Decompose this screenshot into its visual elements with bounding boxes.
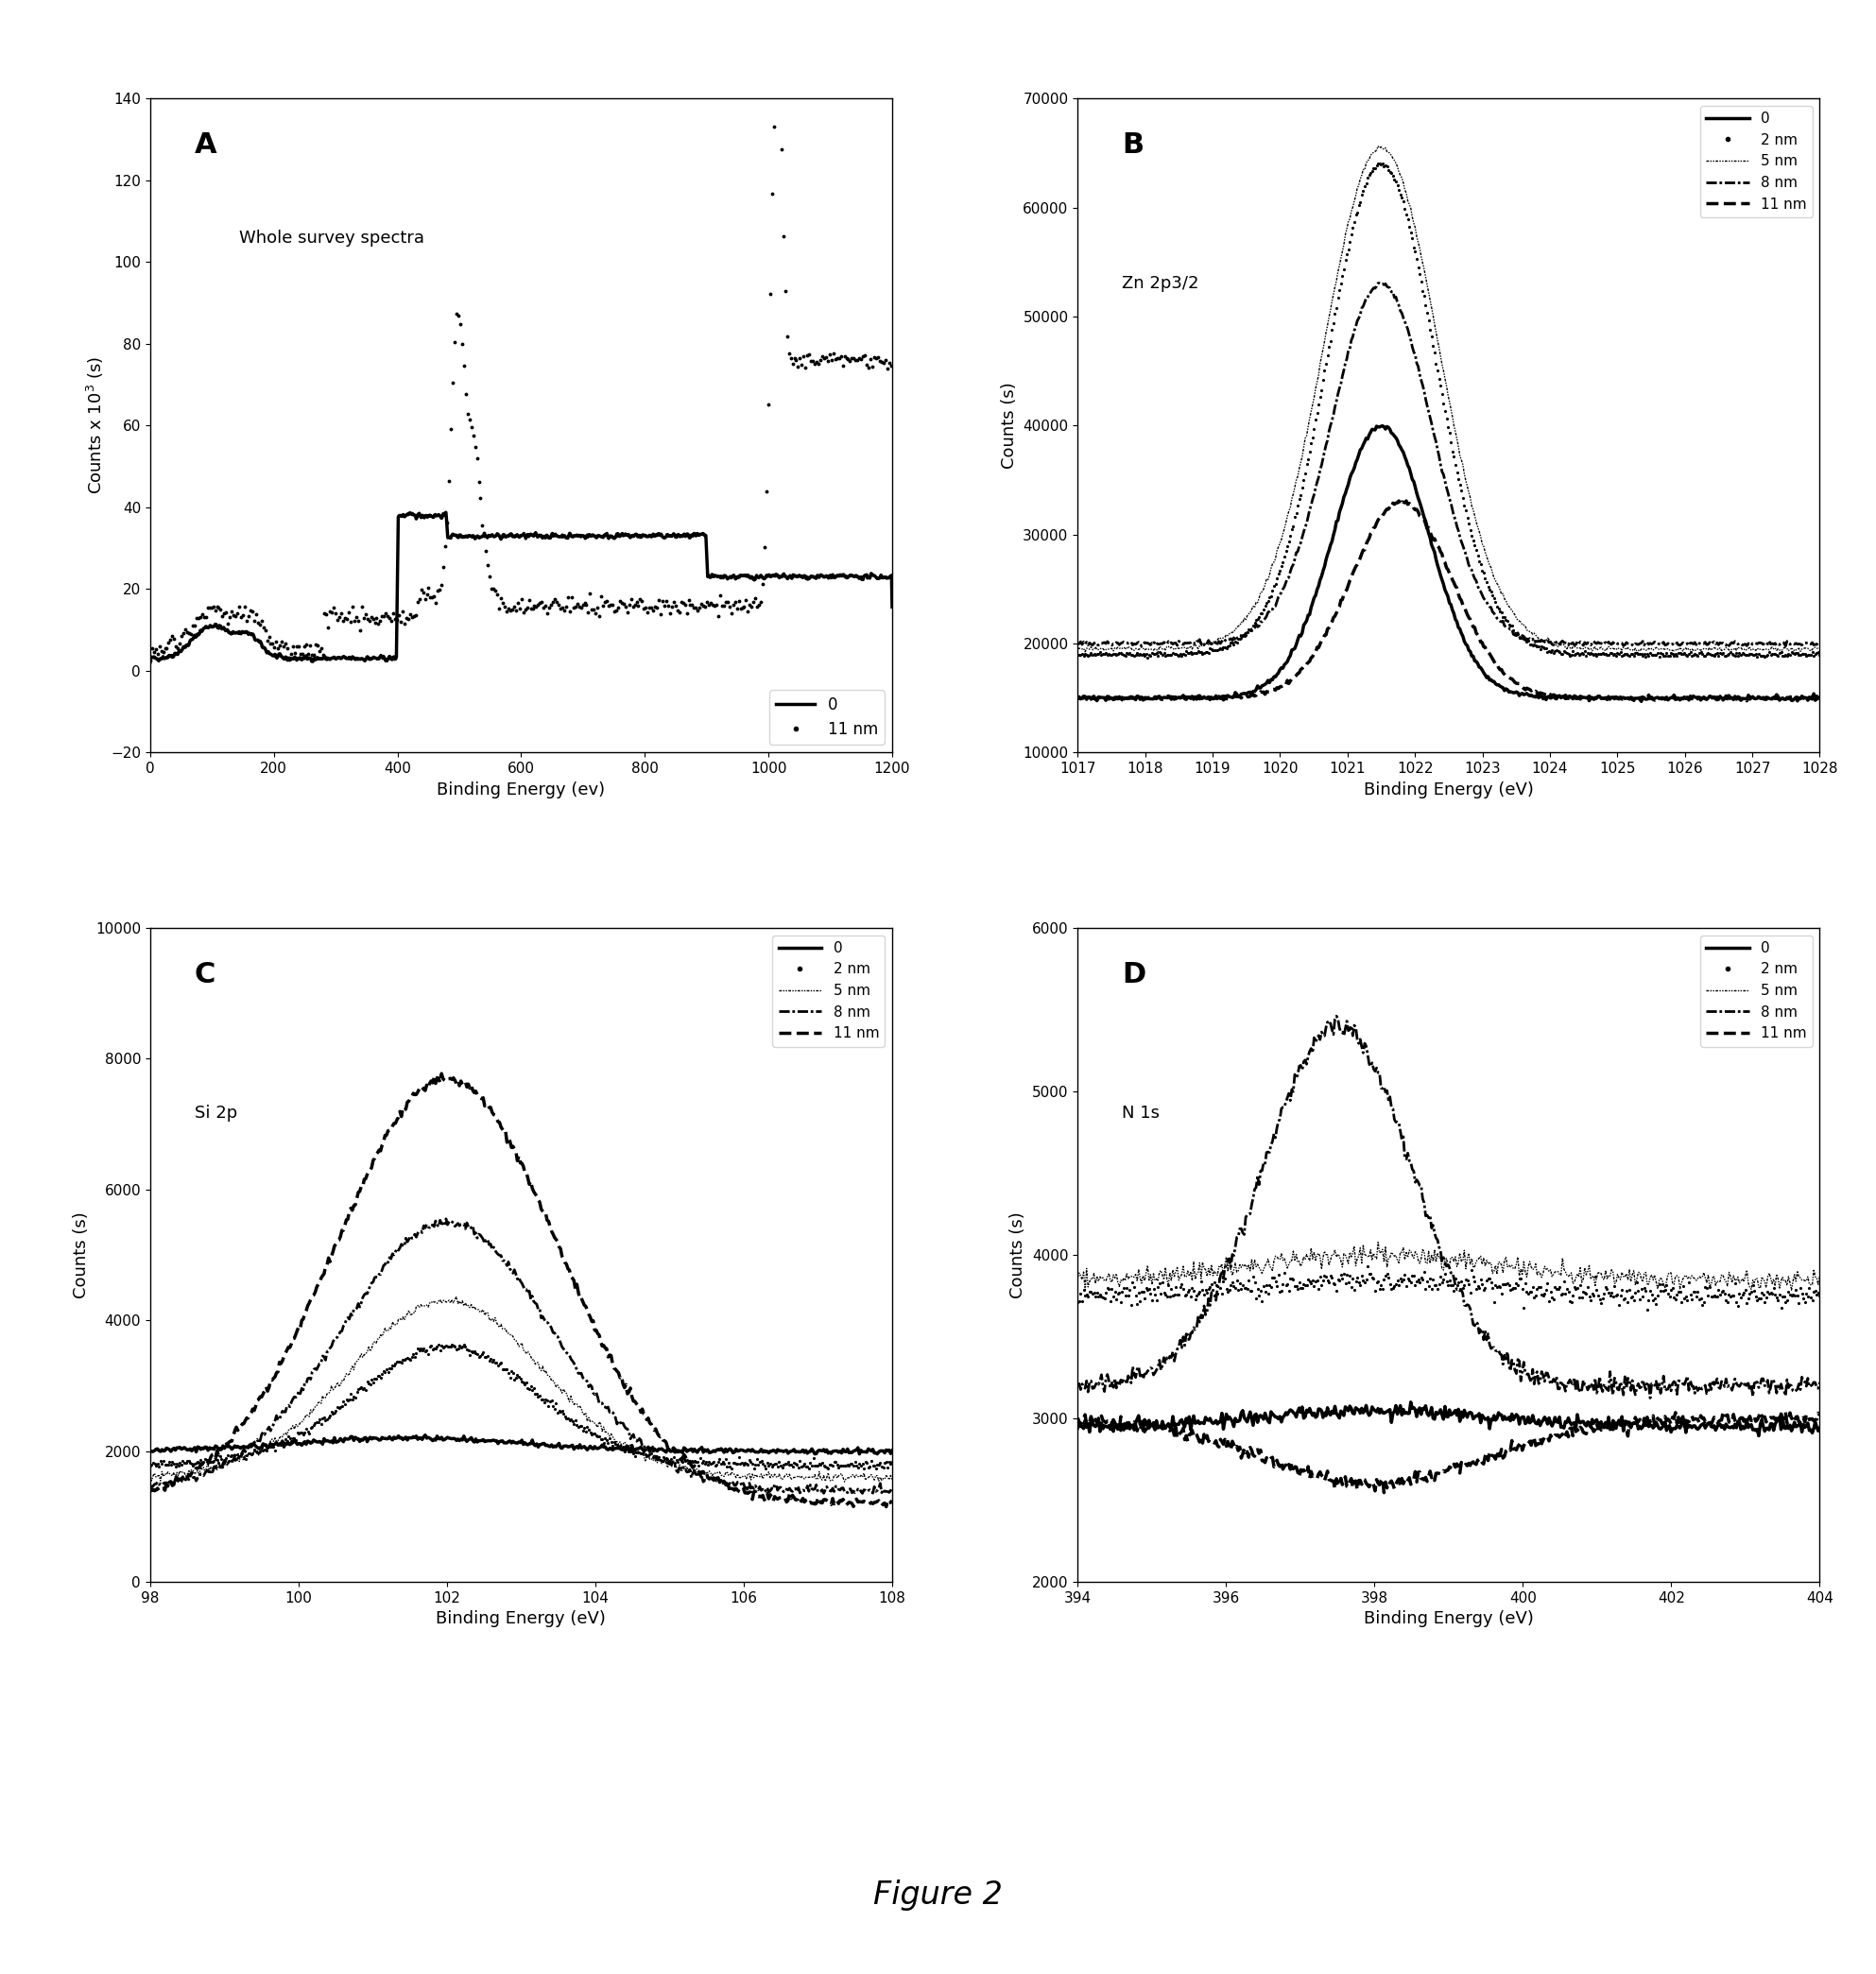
Text: B: B (1122, 132, 1144, 158)
Legend: 0, 11 nm: 0, 11 nm (769, 691, 884, 744)
Text: D: D (1122, 961, 1146, 989)
Y-axis label: Counts (s): Counts (s) (1009, 1212, 1026, 1299)
Legend: 0, 2 nm, 5 nm, 8 nm, 11 nm: 0, 2 nm, 5 nm, 8 nm, 11 nm (773, 936, 885, 1046)
Y-axis label: Counts x 10$^3$ (s): Counts x 10$^3$ (s) (84, 357, 105, 495)
X-axis label: Binding Energy (eV): Binding Energy (eV) (435, 1611, 606, 1627)
X-axis label: Binding Energy (eV): Binding Energy (eV) (1364, 782, 1535, 797)
Y-axis label: Counts (s): Counts (s) (73, 1212, 90, 1299)
Text: Si 2p: Si 2p (195, 1105, 238, 1121)
Text: N 1s: N 1s (1122, 1105, 1159, 1121)
Text: Zn 2p3/2: Zn 2p3/2 (1122, 274, 1199, 292)
Text: Whole survey spectra: Whole survey spectra (238, 229, 424, 247)
X-axis label: Binding Energy (eV): Binding Energy (eV) (1364, 1611, 1535, 1627)
Legend: 0, 2 nm, 5 nm, 8 nm, 11 nm: 0, 2 nm, 5 nm, 8 nm, 11 nm (1700, 107, 1812, 217)
Text: C: C (195, 961, 216, 989)
Legend: 0, 2 nm, 5 nm, 8 nm, 11 nm: 0, 2 nm, 5 nm, 8 nm, 11 nm (1700, 936, 1812, 1046)
Y-axis label: Counts (s): Counts (s) (1000, 383, 1017, 470)
X-axis label: Binding Energy (ev): Binding Energy (ev) (437, 782, 606, 797)
Text: Figure 2: Figure 2 (874, 1879, 1002, 1911)
Text: A: A (195, 132, 218, 158)
